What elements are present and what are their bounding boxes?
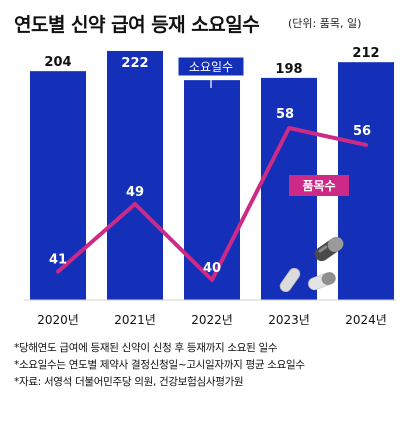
combo-chart: 2042020년2222021년1962022년1982023년2122024년… [24,46,396,327]
x-tick-label: 2022년 [191,313,233,327]
line-value-label: 41 [49,253,67,268]
line-value-label: 40 [203,261,221,276]
footnotes: *당해연도 급여에 등재된 신약이 신청 후 등재까지 소요된 일수 *소요일수… [14,340,305,391]
bar-2020년 [30,71,86,300]
x-tick-label: 2024년 [345,313,387,327]
unit-label: (단위: 품목, 일) [288,17,362,30]
line-value-label: 58 [276,107,294,122]
bar-2021년 [107,50,163,301]
line-value-label: 56 [353,124,371,139]
x-tick-label: 2020년 [37,313,79,327]
x-tick-label: 2021년 [114,313,156,327]
legend-label-bar: 소요일수 [189,60,233,74]
series-line-품목수 [56,126,368,282]
line-layer [56,126,368,282]
bar-value-label: 222 [121,56,148,71]
pill-capsules-icon [279,236,344,293]
line-value-label: 49 [126,185,144,200]
bar-value-label: 212 [352,46,379,61]
bar-value-label: 204 [44,55,71,70]
labels-layer: 2042020년2222021년1962022년1982023년2122024년… [37,46,387,327]
legend-box-bar [177,56,245,77]
bar-value-label: 198 [275,62,302,77]
chart-title: 연도별 신약 급여 등재 소요일수 [14,14,260,36]
footnote-2: *소요일수는 연도별 제약사 결정신청일~고시일자까지 평균 소요일수 [14,359,305,371]
legend-box-line [289,175,349,196]
footnote-1: *당해연도 급여에 등재된 신약이 신청 후 등재까지 소요된 일수 [14,342,278,354]
footnote-3: *자료: 서영석 더불어민주당 의원, 건강보험심사평가원 [14,376,244,388]
x-tick-label: 2023년 [268,313,310,327]
legend-label-line: 품목수 [302,179,335,193]
